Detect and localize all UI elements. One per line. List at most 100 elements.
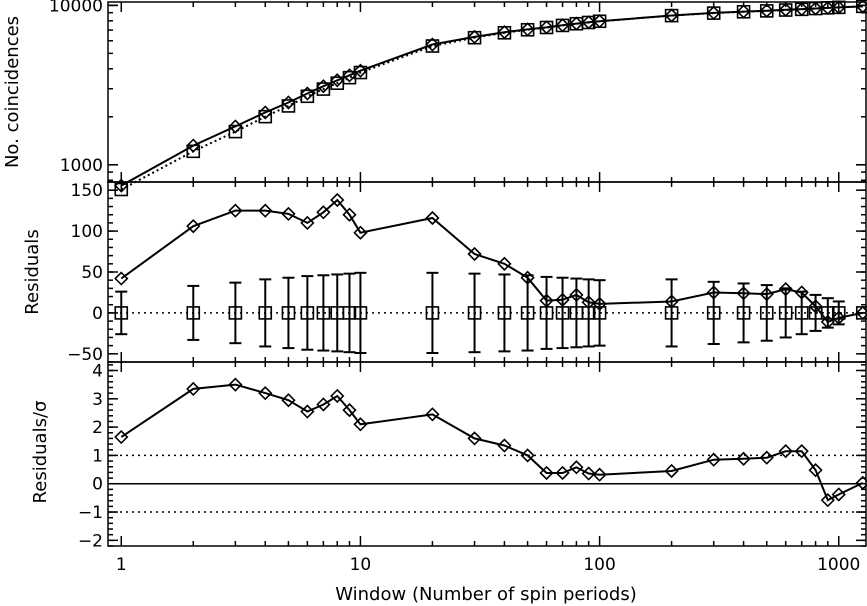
data-point-diamond (706, 452, 721, 467)
data-point-diamond (316, 397, 331, 412)
data-point-diamond (425, 407, 440, 422)
data-point-square (821, 1, 835, 15)
x-tick-label: 1 (116, 555, 127, 575)
data-point-square (794, 306, 809, 320)
series-line-coincidences-series-1-diamond (120, 5, 863, 187)
data-point-diamond (330, 192, 345, 208)
data-point-diamond (228, 203, 243, 218)
y-tick-label-residuals-sigma: 3 (92, 390, 103, 410)
data-point-diamond (114, 429, 129, 445)
y-tick-label-residuals-sigma: 1 (92, 446, 103, 466)
y-tick-label-residuals: 0 (92, 304, 103, 324)
y-tick-label-residuals-sigma: −2 (78, 531, 103, 551)
data-point-diamond (425, 37, 440, 52)
data-point-diamond (342, 402, 357, 418)
data-point-square (581, 306, 596, 320)
data-point-square (664, 8, 679, 23)
data-point-diamond (316, 79, 331, 94)
data-point-square (759, 4, 774, 18)
data-point-diamond (330, 73, 345, 88)
y-tick-label-residuals: −50 (67, 345, 103, 365)
data-point-diamond (281, 206, 296, 222)
y-axis-title-coincidences: No. coincidences (2, 16, 23, 168)
data-point-diamond (664, 463, 679, 479)
data-point-square (539, 20, 554, 35)
data-point-diamond (353, 63, 368, 78)
series-line-residuals-sigma-series-1-diamond (120, 383, 864, 502)
data-point-square (520, 306, 535, 320)
data-point-square (228, 124, 243, 139)
data-point-square (316, 82, 331, 96)
y-tick-label-residuals-sigma: 2 (92, 418, 103, 438)
data-point-diamond (342, 207, 357, 222)
data-point-diamond (467, 246, 482, 262)
data-point-diamond (300, 86, 315, 101)
data-point-square (186, 144, 201, 159)
data-point-square (664, 306, 679, 320)
data-point-square (300, 306, 315, 320)
data-point-square (258, 109, 273, 124)
data-point-square (592, 306, 607, 320)
data-point-diamond (569, 460, 584, 475)
data-point-square (467, 306, 482, 320)
data-point-diamond (820, 493, 835, 508)
data-point-diamond (300, 215, 315, 231)
data-point-diamond (300, 404, 315, 419)
data-point-square (581, 15, 596, 30)
data-point-diamond (258, 203, 273, 218)
data-point-diamond (316, 205, 331, 220)
panel-frame-coincidences (107, 1, 867, 183)
data-point-square (831, 0, 846, 15)
data-point-diamond (425, 210, 440, 226)
data-point-square (425, 306, 440, 320)
y-tick-label-coincidences: 10000 (49, 0, 103, 16)
data-point-diamond (353, 225, 368, 240)
y-axis-title-residuals-sigma: Residuals/σ (30, 401, 51, 504)
y-tick-label-residuals-sigma: 4 (92, 361, 103, 381)
y-tick-label-residuals-sigma: 0 (92, 475, 103, 495)
data-point-diamond (831, 487, 846, 502)
data-point-diamond (186, 219, 201, 234)
data-point-diamond (778, 444, 793, 459)
data-point-square (353, 65, 368, 80)
data-point-square (736, 306, 751, 320)
data-point-diamond (759, 450, 774, 465)
data-point-square (855, 0, 867, 14)
data-point-diamond (555, 465, 570, 481)
y-tick-label-residuals-sigma: −1 (78, 503, 103, 523)
data-point-diamond (808, 463, 823, 478)
y-tick-label-residuals: 150 (71, 181, 103, 201)
data-point-square (497, 306, 512, 320)
x-tick-label: 100 (583, 555, 615, 575)
panel-frame-residuals (107, 181, 867, 363)
data-point-square (831, 306, 846, 320)
y-axis-title-residuals: Residuals (22, 229, 43, 314)
data-point-square (539, 306, 554, 320)
data-point-square (353, 306, 368, 320)
data-point-square (706, 306, 721, 320)
y-tick-label-coincidences: 1000 (60, 156, 103, 176)
data-point-square (555, 18, 570, 33)
data-point-square (497, 25, 512, 40)
data-point-square (300, 89, 315, 104)
data-point-diamond (497, 256, 512, 271)
data-point-square (855, 306, 867, 320)
data-point-diamond (794, 444, 809, 459)
data-point-square (520, 22, 535, 37)
data-point-square (778, 3, 793, 17)
data-point-diamond (330, 388, 345, 404)
data-point-diamond (353, 417, 368, 432)
data-point-diamond (228, 377, 243, 392)
data-point-diamond (342, 68, 357, 83)
x-axis-title: Window (Number of spin periods) (335, 584, 637, 605)
series-line-residuals-series-1-diamond (120, 198, 863, 324)
y-tick-label-residuals: 50 (81, 263, 103, 283)
x-tick-label: 10 (350, 555, 372, 575)
data-point-square (316, 306, 331, 320)
data-point-square (555, 306, 570, 320)
data-point-square (186, 306, 201, 320)
data-point-square (425, 39, 440, 53)
data-point-diamond (281, 393, 296, 408)
data-point-diamond (467, 431, 482, 446)
